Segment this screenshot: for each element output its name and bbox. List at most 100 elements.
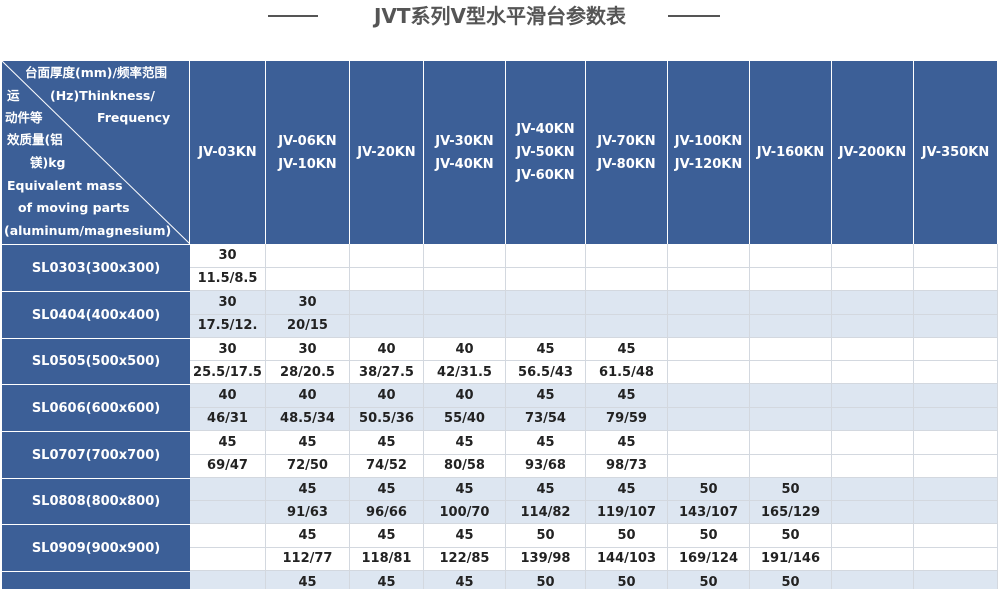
column-header-line: JV-40KN (516, 122, 575, 137)
cell: 50.5/36 (350, 407, 424, 431)
empty-cell (668, 431, 750, 455)
cell: 30 (190, 338, 266, 361)
column-header-line: JV-120KN (674, 156, 743, 172)
empty-cell (832, 244, 914, 268)
empty-cell (750, 454, 832, 478)
corner-text: 运 (7, 88, 20, 103)
empty-cell (668, 407, 750, 431)
cell: 50 (668, 571, 750, 589)
cell: 50 (750, 478, 832, 501)
empty-cell (914, 314, 998, 338)
cell: 91/63 (266, 501, 350, 524)
cell: 122/85 (424, 547, 506, 571)
title-rule (268, 15, 318, 17)
title: JVT系列V型水平滑台参数表 (373, 4, 627, 28)
cell: 114/82 (506, 501, 586, 524)
empty-cell (832, 361, 914, 384)
empty-cell (750, 338, 832, 361)
cell: 98/73 (586, 454, 668, 478)
cell: 45 (586, 384, 668, 408)
column-header: JV-03KN (190, 61, 266, 244)
column-header: JV-40KN JV-50KN JV-60KN (506, 61, 586, 244)
cell: 45 (266, 524, 350, 548)
cell: 45 (506, 384, 586, 408)
cell: 45 (350, 524, 424, 548)
empty-cell (266, 244, 350, 268)
cell: 80/58 (424, 454, 506, 478)
empty-cell (832, 547, 914, 571)
empty-cell (750, 361, 832, 384)
cell: 20/15 (266, 314, 350, 338)
cell: 45 (266, 431, 350, 455)
empty-cell (832, 524, 914, 548)
cell: 50 (668, 524, 750, 548)
row-label: SL0505(500x500) (2, 338, 190, 384)
empty-cell (832, 384, 914, 408)
empty-cell (424, 244, 506, 268)
empty-cell (668, 338, 750, 361)
empty-cell (190, 501, 266, 524)
empty-cell (668, 244, 750, 268)
corner-text: (Hz)Thinkness/ (50, 88, 155, 103)
corner-text: 效质量(铝 (7, 132, 63, 147)
cell: 38/27.5 (350, 361, 424, 384)
column-header-line: JV-100KN (674, 133, 743, 149)
empty-cell (350, 314, 424, 338)
empty-cell (914, 524, 998, 548)
empty-cell (586, 291, 668, 315)
empty-cell (266, 267, 350, 291)
empty-cell (832, 314, 914, 338)
cell: 45 (190, 431, 266, 455)
cell: 112/77 (266, 547, 350, 571)
row-label: SL0808(800x800) (2, 478, 190, 524)
cell: 17.5/12. (190, 314, 266, 338)
cell: 45 (424, 571, 506, 589)
cell: 45 (350, 478, 424, 501)
row-label (2, 571, 190, 589)
cell: 45 (506, 431, 586, 455)
cell: 30 (266, 338, 350, 361)
column-header: JV-70KN JV-80KN (586, 61, 668, 244)
empty-cell (506, 291, 586, 315)
empty-cell (424, 291, 506, 315)
column-header: JV-160KN (750, 61, 832, 244)
cell: 191/146 (750, 547, 832, 571)
cell: 45 (506, 478, 586, 501)
empty-cell (350, 244, 424, 268)
cell: 74/52 (350, 454, 424, 478)
empty-cell (750, 407, 832, 431)
cell: 144/103 (586, 547, 668, 571)
cell: 118/81 (350, 547, 424, 571)
column-header-line: JV-03KN (198, 145, 257, 160)
cell: 143/107 (668, 501, 750, 524)
cell: 50 (750, 524, 832, 548)
empty-cell (506, 314, 586, 338)
empty-cell (914, 291, 998, 315)
cell: 45 (424, 524, 506, 548)
empty-cell (914, 267, 998, 291)
empty-cell (424, 267, 506, 291)
cell: 45 (350, 431, 424, 455)
empty-cell (424, 314, 506, 338)
empty-cell (750, 244, 832, 268)
column-header-line: JV-350KN (921, 145, 990, 160)
cell: 165/129 (750, 501, 832, 524)
corner-text: 动件等 (5, 110, 43, 125)
empty-cell (668, 314, 750, 338)
empty-cell (190, 478, 266, 501)
row-label: SL0707(700x700) (2, 431, 190, 478)
cell: 40 (190, 384, 266, 408)
column-header-line: JV-200KN (838, 145, 907, 160)
cell: 48.5/34 (266, 407, 350, 431)
cell: 40 (266, 384, 350, 408)
empty-cell (914, 431, 998, 455)
empty-cell (668, 361, 750, 384)
empty-cell (914, 384, 998, 408)
column-header: JV-100KN JV-120KN (668, 61, 750, 244)
empty-cell (914, 407, 998, 431)
empty-cell (350, 291, 424, 315)
row-label: SL0606(600x600) (2, 384, 190, 431)
cell: 55/40 (424, 407, 506, 431)
